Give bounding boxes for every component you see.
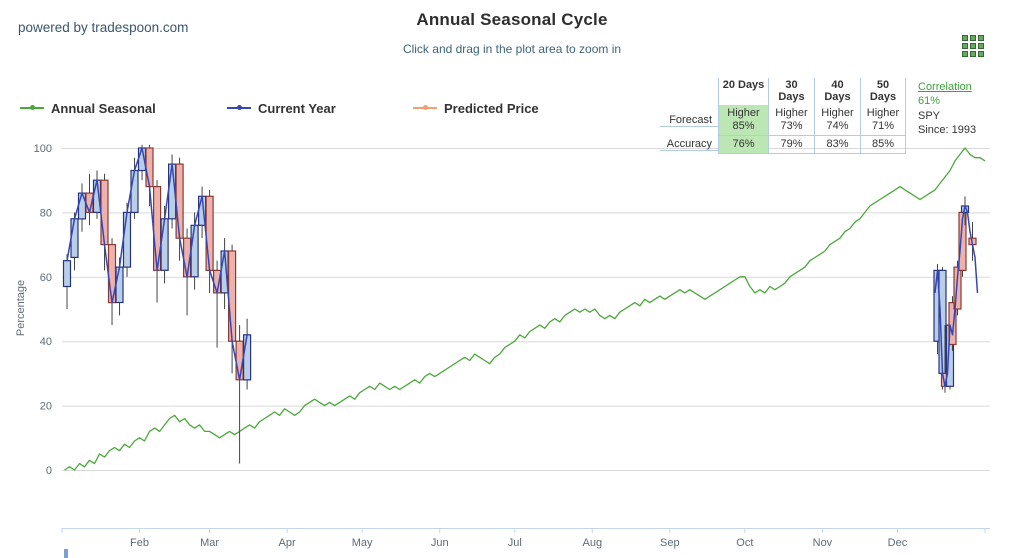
since-label: Since: 1993 [918, 123, 977, 136]
legend-item-current-year[interactable]: Current Year [227, 100, 336, 116]
y-tick-label: 0 [46, 465, 52, 477]
scrollbar-thumb[interactable] [64, 549, 68, 558]
y-tick-label: 40 [40, 336, 52, 348]
forecast-value: 85% [732, 119, 755, 132]
current-year-line [66, 147, 248, 381]
forecast-direction: Higher [727, 107, 760, 119]
plot-area[interactable] [62, 144, 990, 528]
legend-label: Annual Seasonal [51, 100, 156, 116]
current-year-line [934, 205, 979, 388]
x-tick-label: Sep [660, 537, 680, 549]
x-tick-label: Dec [888, 537, 908, 549]
accuracy-cell-20d: 76% [718, 135, 768, 154]
col-header-50-days: 50 Days [860, 78, 906, 105]
forecast-direction: Higher [775, 107, 808, 119]
x-tick-label: Feb [130, 537, 149, 549]
powered-by-link[interactable]: powered by tradespoon.com [18, 20, 189, 35]
x-tick-label: Jun [431, 537, 449, 549]
x-tick-label: Oct [736, 537, 753, 549]
annual-seasonal-line [64, 147, 986, 471]
y-tick-label: 20 [40, 401, 52, 413]
row-label-forecast: Forecast [660, 114, 718, 127]
grid-square [970, 35, 976, 41]
forecast-direction: Higher [821, 107, 854, 119]
forecast-value: 73% [780, 119, 803, 132]
accuracy-cell-50d: 85% [860, 135, 906, 154]
symbol-label: SPY [918, 109, 941, 122]
predicted-price-swatch-icon [413, 105, 437, 110]
forecast-value: 71% [871, 119, 895, 132]
x-tick-label: Mar [200, 537, 219, 549]
legend-label: Predicted Price [444, 100, 539, 116]
y-tick-label: 100 [34, 143, 52, 155]
forecast-cell-40d: Higher 74% [814, 105, 860, 136]
grid-square [970, 51, 976, 57]
forecast-cell-30d: Higher 73% [768, 105, 814, 136]
grid-square [978, 35, 984, 41]
col-header-20-days: 20 Days [718, 78, 768, 105]
legend-label: Current Year [258, 100, 336, 116]
current-year-swatch-icon [227, 105, 251, 110]
col-header-40-days: 40 Days [814, 78, 860, 105]
forecast-table: 20 Days 30 Days 40 Days 50 Days Forecast… [660, 78, 906, 154]
legend-item-predicted-price[interactable]: Predicted Price [413, 100, 539, 116]
forecast-value: 74% [826, 119, 849, 132]
col-header-30-days: 30 Days [768, 78, 814, 105]
candle-body [953, 266, 962, 310]
forecast-cell-50d: Higher 71% [860, 105, 906, 136]
x-tick-label: May [352, 537, 373, 549]
annual-seasonal-swatch-icon [20, 105, 44, 110]
apps-grid-icon[interactable] [962, 35, 984, 57]
grid-square [962, 35, 968, 41]
y-tick-label: 80 [40, 207, 52, 219]
y-tick-label: 60 [40, 272, 52, 284]
grid-square [962, 51, 968, 57]
forecast-cell-20d: Higher 85% [718, 105, 768, 136]
x-tick-label: Jul [508, 537, 522, 549]
grid-square [962, 43, 968, 49]
row-label-accuracy: Accuracy [660, 138, 718, 152]
x-tick-label: Apr [279, 537, 296, 549]
correlation-link[interactable]: Correlation [918, 81, 972, 93]
x-tick-label: Aug [583, 537, 603, 549]
y-axis-title: Percentage [15, 280, 27, 336]
grid-square [978, 51, 984, 57]
accuracy-cell-30d: 79% [768, 135, 814, 154]
grid-square [970, 43, 976, 49]
candle-body [948, 302, 957, 346]
accuracy-cell-40d: 83% [814, 135, 860, 154]
correlation-block: Correlation 61% SPY Since: 1993 [918, 80, 976, 137]
grid-square [978, 43, 984, 49]
forecast-direction: Higher [866, 107, 900, 119]
chart-legend: Annual Seasonal Current Year Predicted P… [0, 100, 600, 118]
correlation-value: 61% [918, 95, 941, 108]
legend-item-annual-seasonal[interactable]: Annual Seasonal [20, 100, 156, 116]
x-tick-label: Nov [813, 537, 833, 549]
